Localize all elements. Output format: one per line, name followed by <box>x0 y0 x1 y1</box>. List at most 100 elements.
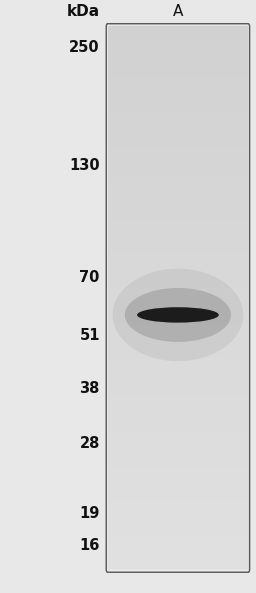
Bar <box>108 407 248 409</box>
Bar <box>108 267 248 269</box>
Bar <box>108 78 248 79</box>
Bar <box>108 451 248 452</box>
Bar <box>108 486 248 488</box>
Bar <box>108 347 248 349</box>
Bar <box>108 520 248 522</box>
Bar <box>108 393 248 394</box>
Bar <box>108 483 248 485</box>
Bar <box>108 256 248 257</box>
Bar <box>108 422 248 424</box>
Bar <box>108 339 248 342</box>
Bar <box>108 168 248 170</box>
Bar <box>108 320 248 323</box>
Bar <box>108 474 248 476</box>
Bar <box>108 114 248 116</box>
Text: 28: 28 <box>79 436 100 451</box>
Bar <box>108 159 248 161</box>
Bar <box>108 396 248 398</box>
Bar <box>108 218 248 219</box>
Bar <box>108 497 248 499</box>
Bar <box>108 470 248 471</box>
Bar <box>108 353 248 355</box>
Bar <box>108 272 248 273</box>
Bar <box>108 102 248 104</box>
Bar <box>108 563 248 565</box>
Bar <box>108 75 248 77</box>
Bar <box>108 205 248 207</box>
Bar <box>108 116 248 117</box>
Bar <box>108 331 248 333</box>
Bar <box>108 327 248 329</box>
Bar <box>108 101 248 103</box>
Bar <box>108 109 248 111</box>
Bar <box>108 376 248 378</box>
Bar <box>108 467 248 469</box>
Bar <box>108 138 248 139</box>
Bar <box>108 259 248 262</box>
Bar <box>108 97 248 98</box>
Bar <box>108 460 248 462</box>
Bar <box>108 303 248 305</box>
Bar <box>108 246 248 248</box>
Bar <box>108 362 248 365</box>
Bar <box>108 145 248 148</box>
Bar <box>108 300 248 302</box>
Bar <box>108 308 248 310</box>
Text: 51: 51 <box>79 327 100 343</box>
Bar <box>108 461 248 464</box>
Bar <box>108 292 248 294</box>
Bar <box>108 547 248 549</box>
Bar <box>108 365 248 367</box>
Bar <box>108 204 248 206</box>
Bar <box>108 345 248 347</box>
Bar <box>108 377 248 380</box>
Bar <box>108 243 248 245</box>
Bar <box>108 426 248 428</box>
Bar <box>108 228 248 230</box>
Bar <box>108 436 248 438</box>
Bar <box>108 229 248 231</box>
Bar <box>108 543 248 545</box>
Bar <box>108 400 248 403</box>
Bar <box>108 69 248 71</box>
Bar <box>108 130 248 132</box>
Bar <box>108 433 248 435</box>
Bar <box>108 212 248 214</box>
Bar <box>108 238 248 240</box>
Bar <box>108 107 248 110</box>
Bar <box>108 220 248 222</box>
Bar <box>108 440 248 442</box>
Bar <box>108 522 248 525</box>
Bar <box>108 133 248 135</box>
Bar <box>108 315 248 317</box>
Bar <box>108 375 248 377</box>
Bar <box>108 270 248 272</box>
Bar <box>108 273 248 275</box>
Bar <box>108 341 248 343</box>
Bar <box>108 380 248 382</box>
Bar <box>108 61 248 63</box>
Bar <box>108 192 248 193</box>
Bar <box>108 528 248 530</box>
Bar <box>108 391 248 393</box>
Bar <box>108 186 248 188</box>
Bar <box>108 493 248 495</box>
Bar <box>108 535 248 537</box>
Bar <box>108 39 248 40</box>
Bar <box>108 463 248 465</box>
Bar <box>108 338 248 340</box>
Bar <box>108 93 248 94</box>
Bar <box>108 479 248 481</box>
Bar <box>108 154 248 155</box>
Bar <box>108 494 248 496</box>
Bar <box>108 381 248 384</box>
Bar <box>108 193 248 195</box>
Bar <box>108 244 248 247</box>
Bar <box>108 566 248 568</box>
Bar <box>108 514 248 517</box>
Bar <box>108 412 248 413</box>
Bar <box>108 239 248 241</box>
Bar <box>108 232 248 234</box>
Bar <box>108 44 248 46</box>
Bar <box>108 135 248 136</box>
